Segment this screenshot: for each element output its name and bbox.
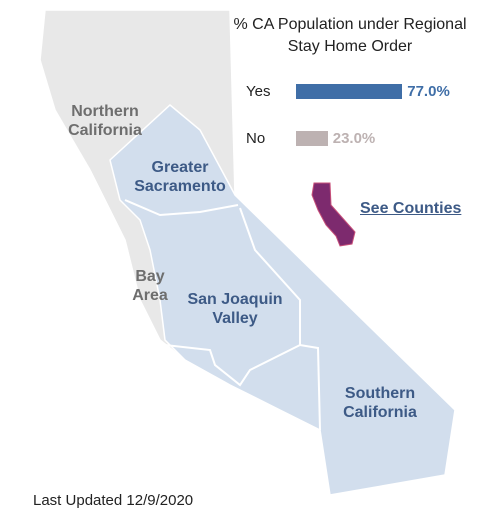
see-counties-link[interactable]: See Counties: [360, 200, 462, 217]
chart-title: % CA Population under Regional Stay Home…: [233, 16, 467, 55]
bar: [296, 131, 328, 146]
bar: [296, 84, 403, 99]
blue-regions: [109, 104, 456, 496]
region-border: [164, 343, 321, 431]
category-label: No: [246, 130, 266, 147]
counties-icon[interactable]: [311, 182, 356, 247]
footer: Last Updated 12/9/2020: [33, 492, 194, 509]
category-label: Yes: [246, 83, 271, 100]
region-border: [239, 207, 301, 345]
value-label: 77.0%: [407, 83, 450, 100]
region-label: Bay Area: [132, 268, 168, 304]
region-label: Northern California: [68, 103, 142, 139]
value-label: 23.0%: [332, 130, 376, 147]
region-border: [124, 199, 239, 217]
region-label: San Joaquin Valley: [187, 291, 283, 327]
region-label: Greater Sacramento: [134, 159, 226, 195]
region-label: Southern California: [343, 385, 417, 421]
